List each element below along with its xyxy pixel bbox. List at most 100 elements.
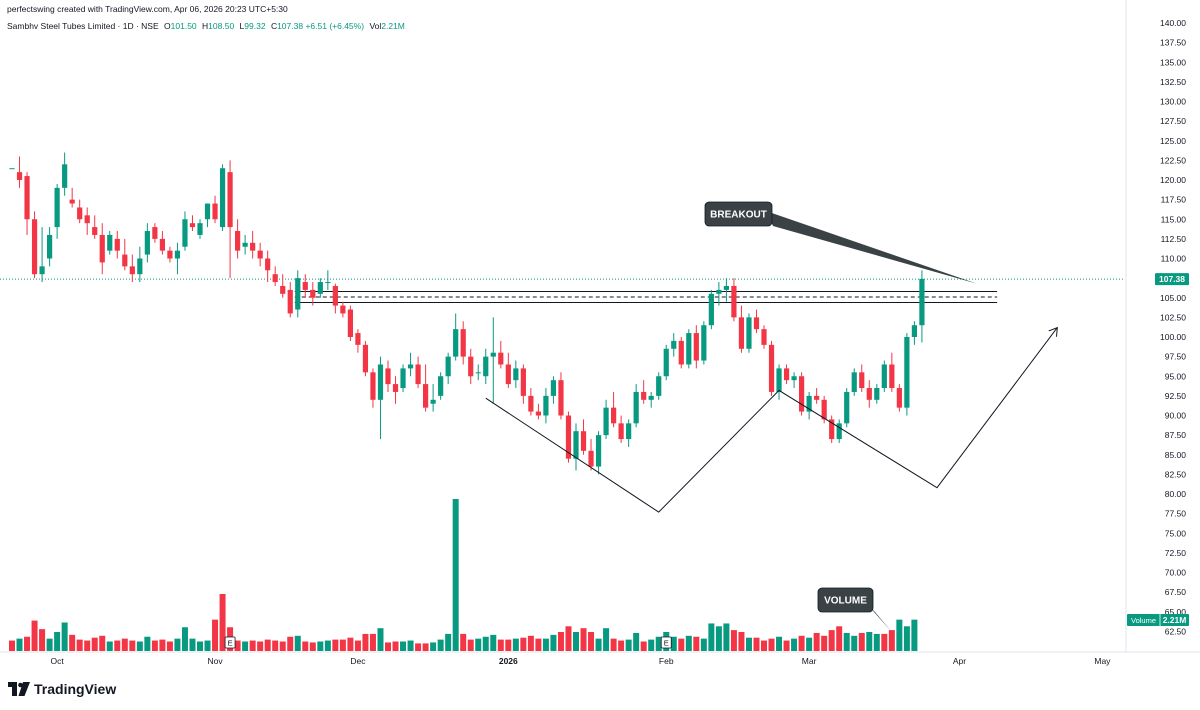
symbol-name: Sambhv Steel Tubes Limited · 1D · NSE [7,21,159,31]
volume-bar [482,636,489,651]
candle-body [129,266,135,275]
volume-bar [400,641,407,651]
price-tick-label: 122.50 [1160,155,1186,165]
candle-body [844,391,850,424]
candle-body [317,282,323,294]
candle-body [77,207,83,220]
volume-bar [828,630,835,651]
candle-body [189,223,196,228]
candle-body [219,168,226,228]
price-tick-label: 72.50 [1165,548,1187,558]
volume-bar [234,640,241,651]
volume-bar [610,638,617,651]
volume-bar [219,594,226,651]
price-tick-label: 85.00 [1165,450,1187,460]
candle-body [407,364,414,369]
candle-body [550,380,557,396]
volume-bar [588,632,595,651]
candle-body [783,368,790,381]
candle [167,246,173,263]
candle [272,266,278,286]
candle-body [24,176,30,220]
volume-bar [324,640,331,651]
volume-bar [723,623,730,651]
volume-bar [730,630,737,651]
volume-bar [84,640,91,651]
candle-body [99,234,105,263]
candle [159,231,165,255]
time-tick-label: Apr [953,656,966,666]
candle [204,203,211,228]
candle-body [866,388,872,400]
candle [39,227,45,283]
candle [407,352,414,377]
volume-bar [903,626,910,651]
candle [565,411,572,463]
candle [400,364,406,392]
candle [663,344,669,381]
candle [152,223,158,243]
candle [738,305,745,353]
candle-body [641,391,647,400]
close-label: C [270,21,278,31]
last-price-tag-label: 107.38 [1159,274,1185,284]
candle [550,376,557,404]
candle-body [325,282,331,284]
candle-body [460,329,466,357]
candle-body [483,356,489,377]
candle-body [889,364,895,389]
candle-body [723,285,729,290]
volume-bar [39,629,46,651]
candle [475,364,481,381]
candle [77,199,83,224]
candle [851,368,857,396]
volume-bar [738,632,745,651]
candle [468,348,474,385]
candle-body [731,285,737,318]
earnings-marker-label: E [228,639,233,648]
candle [219,164,226,232]
candle [69,187,75,208]
volume-bar [54,632,61,651]
candle-body [197,223,203,235]
candle [438,372,444,400]
candle-body [859,372,865,389]
volume-bar [106,641,113,651]
candle-body [212,203,218,220]
price-tick-label: 90.00 [1165,411,1187,421]
candle-body [39,266,45,275]
candle [859,364,865,392]
volume-bar [866,632,873,651]
candle-body [904,337,910,408]
volume-bar [317,641,324,651]
volume-bar [445,633,452,651]
price-tick-label: 137.50 [1160,38,1186,48]
candle [377,356,384,440]
candle-body [513,368,519,381]
candle-body [280,285,286,294]
candle-body [678,340,684,365]
volume-bar [595,638,602,651]
time-tick-label: Oct [51,656,65,666]
candle-body [235,231,241,251]
candle-body [633,391,639,424]
candle-body [114,238,120,251]
volume-bar [264,639,271,651]
time-tick-label: Nov [207,656,223,666]
candle-body [716,289,722,294]
candle [505,352,511,389]
volume-bar [881,633,888,651]
candle-body [836,423,842,440]
candle [611,391,617,428]
volume-bar [287,636,294,651]
candle-body [881,364,887,389]
time-tick-label: Dec [350,656,366,666]
candle-body [701,325,707,361]
candle [430,384,436,412]
candle-body [911,325,917,337]
candle-body [738,317,745,349]
volume-bar [166,641,173,651]
earnings-marker [224,636,236,649]
volume-bar [527,635,534,651]
